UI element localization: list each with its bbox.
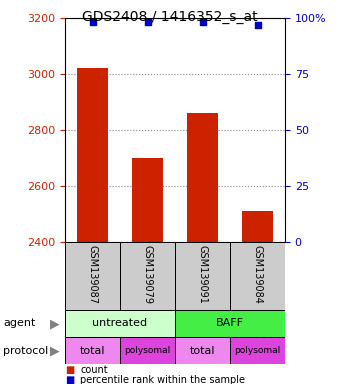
Text: polysomal: polysomal: [124, 346, 171, 355]
Text: total: total: [80, 346, 105, 356]
Text: protocol: protocol: [3, 346, 49, 356]
Point: [200, 20, 205, 26]
Text: untreated: untreated: [92, 318, 148, 328]
Text: percentile rank within the sample: percentile rank within the sample: [80, 375, 245, 384]
Point: [255, 22, 260, 28]
Text: ▶: ▶: [50, 344, 60, 357]
Bar: [65, 337, 120, 364]
Text: ■: ■: [65, 365, 74, 375]
Point: [90, 20, 95, 26]
Bar: [120, 337, 175, 364]
Point: [145, 20, 150, 26]
Text: GSM139079: GSM139079: [142, 245, 153, 304]
Text: GSM139084: GSM139084: [253, 245, 262, 304]
Text: GSM139091: GSM139091: [198, 245, 207, 304]
Text: agent: agent: [3, 318, 36, 328]
Text: total: total: [190, 346, 215, 356]
Bar: [120, 242, 175, 310]
Text: ▶: ▶: [50, 317, 60, 330]
Text: GSM139087: GSM139087: [87, 245, 98, 304]
Bar: [78, 68, 108, 242]
Text: ■: ■: [65, 375, 74, 384]
Bar: [230, 337, 285, 364]
Text: BAFF: BAFF: [216, 318, 244, 328]
Bar: [187, 113, 218, 242]
Bar: [175, 310, 285, 337]
Bar: [65, 242, 120, 310]
Bar: [175, 242, 230, 310]
Text: GDS2408 / 1416352_s_at: GDS2408 / 1416352_s_at: [82, 10, 258, 23]
Text: count: count: [80, 365, 108, 375]
Bar: [242, 211, 273, 242]
Bar: [132, 158, 163, 242]
Bar: [230, 242, 285, 310]
Bar: [65, 310, 175, 337]
Text: polysomal: polysomal: [234, 346, 280, 355]
Bar: [175, 337, 230, 364]
